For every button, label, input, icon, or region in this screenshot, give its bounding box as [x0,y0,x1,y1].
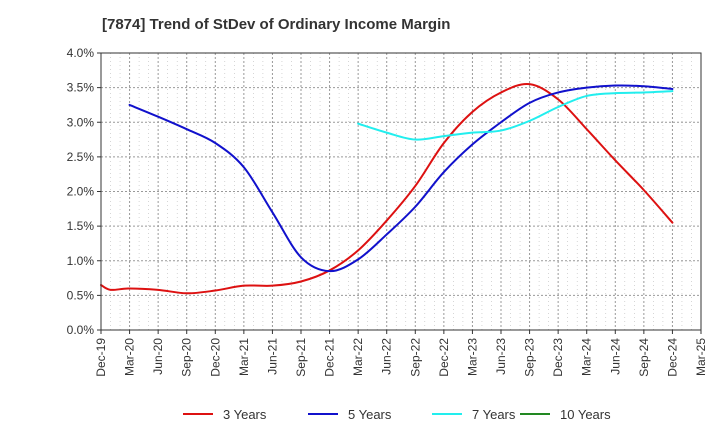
y-tick-label: 0.0% [67,323,95,337]
y-tick-label: 3.5% [67,81,95,95]
x-tick-label: Jun-21 [265,338,279,375]
series-line-3-years [100,82,674,295]
x-tick-label: Mar-25 [694,338,708,376]
y-tick-label: 2.5% [67,150,95,164]
x-tick-label: Dec-21 [323,338,337,377]
x-tick-label: Mar-20 [123,338,137,376]
legend-label-10-years: 10 Years [560,407,611,422]
x-tick-label: Jun-22 [380,338,394,375]
y-axis: 0.0% 0.5% 1.0% 1.5% 2.0% 2.5% 3.0% 3.5% 4.0% [67,46,101,337]
x-tick-label: Dec-22 [437,338,451,377]
y-tick-label: 0.5% [67,288,95,302]
series-line-5-years [128,84,674,273]
y-tick-label: 2.0% [67,185,95,199]
legend: 3 Years 5 Years 7 Years 10 Years [183,407,611,422]
series-layer [100,82,674,295]
x-tick-label: Dec-20 [208,338,222,377]
grid [101,53,701,330]
x-axis: Dec-19 Mar-20 Jun-20 Sep-20 Dec-20 Mar-21 Jun-… [94,330,708,377]
legend-label-3-years: 3 Years [223,407,267,422]
x-tick-label: Sep-24 [637,338,651,377]
x-tick-label: Mar-21 [237,338,251,376]
x-tick-label: Sep-22 [408,338,422,377]
legend-label-7-years: 7 Years [472,407,516,422]
x-tick-label: Jun-24 [608,338,622,375]
y-tick-label: 4.0% [67,46,95,60]
x-tick-label: Mar-23 [465,338,479,376]
legend-label-5-years: 5 Years [348,407,392,422]
series-line-7-years [357,90,674,141]
x-tick-label: Dec-24 [665,338,679,377]
x-tick-label: Jun-20 [151,338,165,375]
x-tick-label: Dec-19 [94,338,108,377]
y-tick-label: 1.5% [67,219,95,233]
y-tick-label: 3.0% [67,115,95,129]
x-tick-label: Sep-21 [294,338,308,377]
chart-title: [7874] Trend of StDev of Ordinary Income… [102,16,450,33]
x-tick-label: Mar-24 [580,338,594,376]
x-tick-label: Dec-23 [551,338,565,377]
x-tick-label: Sep-20 [180,338,194,377]
y-tick-label: 1.0% [67,254,95,268]
x-tick-label: Sep-23 [523,338,537,377]
x-tick-label: Jun-23 [494,338,508,375]
x-tick-label: Mar-22 [351,338,365,376]
